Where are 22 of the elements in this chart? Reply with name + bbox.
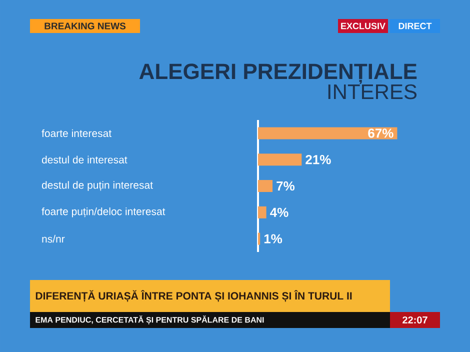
text: EXCLUSIV xyxy=(341,22,386,30)
data-label: 67% xyxy=(368,128,394,138)
bar xyxy=(258,127,398,140)
y-tick-label: foarte puțin/deloc interesat xyxy=(42,207,166,218)
y-tick-label: destul de puțin interesat xyxy=(42,181,153,191)
data-label: 21% xyxy=(306,155,331,164)
y-tick-label: foarte interesat xyxy=(42,129,112,138)
chart-title: ALEGERI PREZIDENȚIALE xyxy=(139,64,417,84)
bar xyxy=(258,206,266,218)
data-label: 4% xyxy=(270,208,288,217)
data-label: 1% xyxy=(264,234,282,244)
data-label: 7% xyxy=(276,181,295,191)
text: 22:07 xyxy=(402,316,428,324)
bar xyxy=(258,154,302,166)
y-tick-label: ns/nr xyxy=(42,234,65,243)
y-tick-label: destul de interesat xyxy=(42,156,128,164)
text: EMA PENDIUC, CERCETATĂ ȘI PENTRU SPĂLARE DE BANI xyxy=(36,316,264,324)
chart-subtitle: INTERES xyxy=(328,84,417,100)
text: DIRECT xyxy=(398,22,432,30)
text: DIFERENȚĂ URIAȘĂ ÎNTRE PONTA ȘI IOHANNIS ȘI ÎN TURUL II xyxy=(36,290,352,302)
bar xyxy=(258,180,273,192)
text: BREAKING NEWS xyxy=(44,22,126,30)
